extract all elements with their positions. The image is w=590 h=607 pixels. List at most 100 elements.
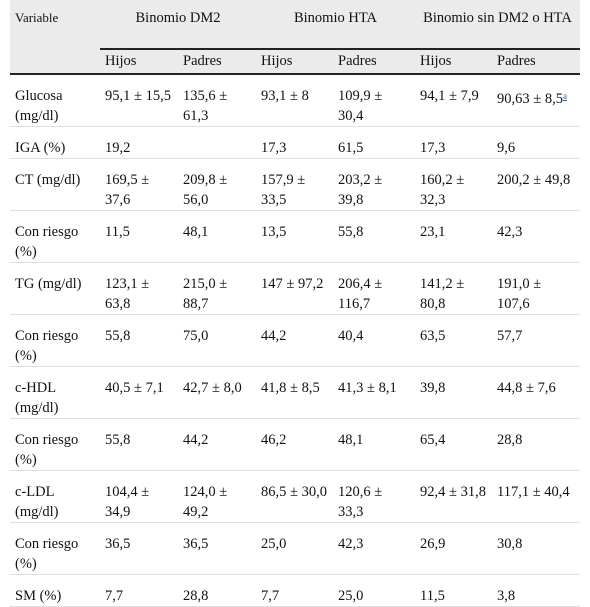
table-row: Con riesgo (%) 55,8 75,0 44,2 40,4 63,5 … [10,314,580,367]
row-label: Con riesgo (%) [10,314,100,367]
table-cell: 11,5 [415,574,492,607]
table-cell: 36,5 [100,522,178,575]
header-group-dm2: Binomio DM2 [100,0,256,50]
header-group-sin: Binomio sin DM2 o HTA [415,0,580,50]
table-cell: 61,5 [333,126,415,159]
table-row: Glucosa (mg/dl) 95,1 ± 15,5 135,6 ± 61,3… [10,74,580,127]
table-cell: 42,7 ± 8,0 [178,366,256,419]
table-cell: 42,3 [333,522,415,575]
table-cell: 30,8 [492,522,580,575]
table-cell: 120,6 ± 33,3 [333,470,415,523]
row-label: Con riesgo (%) [10,418,100,471]
header-group-hta: Binomio HTA [256,0,415,50]
table-cell: 75,0 [178,314,256,367]
table-cell: 9,6 [492,126,580,159]
table-cell: 191,0 ± 107,6 [492,262,580,315]
table-cell: 123,1 ± 63,8 [100,262,178,315]
table-cell: 209,8 ± 56,0 [178,158,256,211]
table-cell: 41,8 ± 8,5 [256,366,333,419]
row-label: c-LDL (mg/dl) [10,470,100,523]
table-cell: 92,4 ± 31,8 [415,470,492,523]
table-cell: 104,4 ± 34,9 [100,470,178,523]
table-cell: 48,1 [333,418,415,471]
results-table-container: Variable Binomio DM2 Binomio HTA Binomio… [10,0,580,607]
table-cell: 160,2 ± 32,3 [415,158,492,211]
header-subcol: Hijos [100,49,178,75]
table-cell: 42,3 [492,210,580,263]
table-row: CT (mg/dl) 169,5 ± 37,6 209,8 ± 56,0 157… [10,158,580,211]
row-label: Con riesgo (%) [10,210,100,263]
table-cell: 93,1 ± 8 [256,74,333,127]
table-cell: 17,3 [256,126,333,159]
table-row: c-LDL (mg/dl) 104,4 ± 34,9 124,0 ± 49,2 … [10,470,580,523]
table-cell: 169,5 ± 37,6 [100,158,178,211]
table-cell: 28,8 [492,418,580,471]
table-row: c-HDL (mg/dl) 40,5 ± 7,1 42,7 ± 8,0 41,8… [10,366,580,419]
table-row: Con riesgo (%) 11,5 48,1 13,5 55,8 23,1 … [10,210,580,263]
table-cell: 109,9 ± 30,4 [333,74,415,127]
row-label: Glucosa (mg/dl) [10,74,100,127]
table-cell: 124,0 ± 49,2 [178,470,256,523]
table-cell: 46,2 [256,418,333,471]
table-cell: 19,2 [100,126,178,159]
table-cell: 147 ± 97,2 [256,262,333,315]
table-body: Glucosa (mg/dl) 95,1 ± 15,5 135,6 ± 61,3… [10,74,580,607]
row-label: IGA (%) [10,126,100,159]
table-row: IGA (%) 19,2 17,3 61,5 17,3 9,6 [10,126,580,159]
row-label: CT (mg/dl) [10,158,100,211]
results-table: Variable Binomio DM2 Binomio HTA Binomio… [10,0,580,607]
row-label: c-HDL (mg/dl) [10,366,100,419]
table-cell: 39,8 [415,366,492,419]
table-cell: 63,5 [415,314,492,367]
table-cell: 26,9 [415,522,492,575]
header-subcol: Padres [178,49,256,75]
table-cell: 203,2 ± 39,8 [333,158,415,211]
table-cell: 215,0 ± 88,7 [178,262,256,315]
table-cell: 25,0 [256,522,333,575]
header-subcol: Padres [333,49,415,75]
table-cell: 7,7 [256,574,333,607]
table-cell: 48,1 [178,210,256,263]
table-cell: 36,5 [178,522,256,575]
table-header: Variable Binomio DM2 Binomio HTA Binomio… [10,0,580,75]
table-cell: 41,3 ± 8,1 [333,366,415,419]
table-cell: 95,1 ± 15,5 [100,74,178,127]
table-cell: 13,5 [256,210,333,263]
table-cell: 44,2 [178,418,256,471]
header-variable: Variable [10,0,100,75]
row-label: Con riesgo (%) [10,522,100,575]
header-subcol: Padres [492,49,580,75]
table-cell: 141,2 ± 80,8 [415,262,492,315]
table-cell: 3,8 [492,574,580,607]
table-cell: 55,8 [100,418,178,471]
table-cell: 117,1 ± 40,4 [492,470,580,523]
table-cell: 57,7 [492,314,580,367]
table-cell: 23,1 [415,210,492,263]
table-cell: 135,6 ± 61,3 [178,74,256,127]
table-cell: 55,8 [100,314,178,367]
table-cell: 94,1 ± 7,9 [415,74,492,127]
table-cell: 11,5 [100,210,178,263]
cell-value: 90,63 ± 8,5 [497,91,563,107]
table-cell: 40,4 [333,314,415,367]
table-cell: 206,4 ± 116,7 [333,262,415,315]
table-row: Con riesgo (%) 55,8 44,2 46,2 48,1 65,4 … [10,418,580,471]
table-cell: 157,9 ± 33,5 [256,158,333,211]
row-label: SM (%) [10,574,100,607]
table-row: Con riesgo (%) 36,5 36,5 25,0 42,3 26,9 … [10,522,580,575]
table-cell: 90,63 ± 8,5a [492,74,580,127]
table-row: SM (%) 7,7 28,8 7,7 25,0 11,5 3,8 [10,574,580,607]
table-cell: 55,8 [333,210,415,263]
table-cell [178,126,256,159]
table-cell: 86,5 ± 30,0 [256,470,333,523]
header-subcol: Hijos [256,49,333,75]
table-row: TG (mg/dl) 123,1 ± 63,8 215,0 ± 88,7 147… [10,262,580,315]
header-subcol: Hijos [415,49,492,75]
table-cell: 40,5 ± 7,1 [100,366,178,419]
table-cell: 65,4 [415,418,492,471]
table-cell: 28,8 [178,574,256,607]
table-cell: 25,0 [333,574,415,607]
footnote-link[interactable]: a [562,91,567,101]
table-cell: 200,2 ± 49,8 [492,158,580,211]
row-label: TG (mg/dl) [10,262,100,315]
